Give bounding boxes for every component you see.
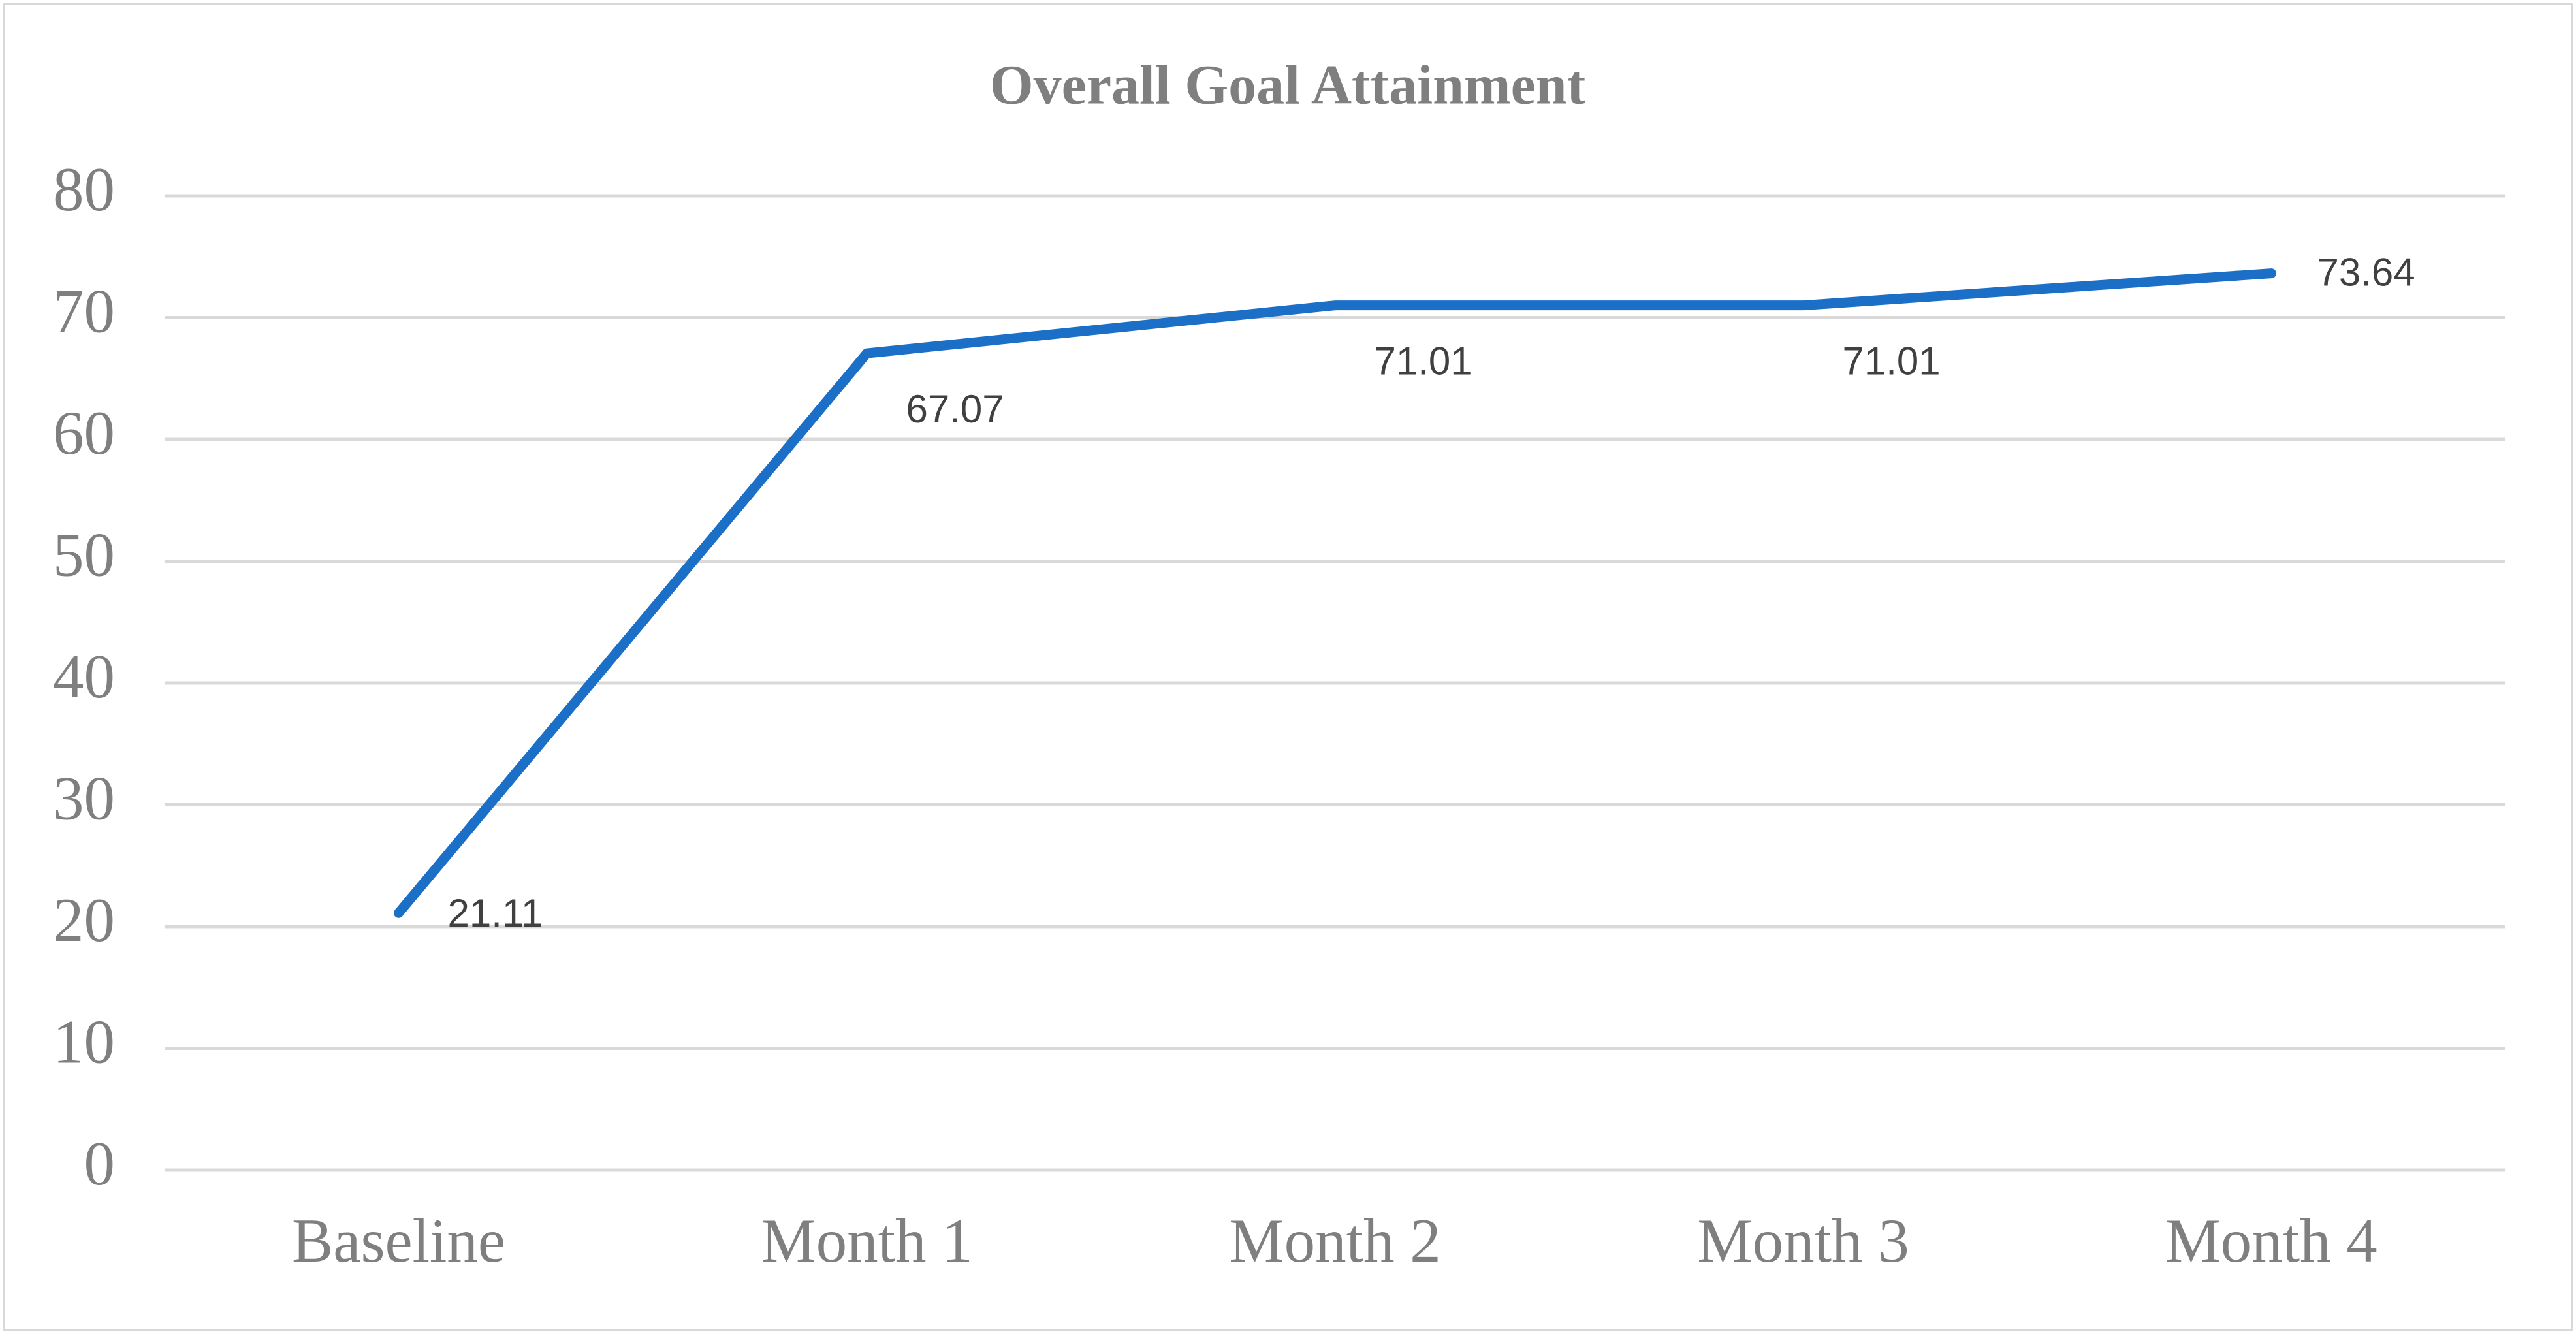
data-label: 71.01 <box>1375 340 1472 383</box>
x-tick-label: Month 1 <box>761 1206 973 1275</box>
y-tick-label: 20 <box>53 885 115 955</box>
y-tick-label: 60 <box>53 398 115 468</box>
x-tick-label: Month 2 <box>1229 1206 1441 1275</box>
y-tick-label: 10 <box>53 1007 115 1076</box>
x-tick-label: Baseline <box>292 1206 505 1275</box>
y-tick-label: 30 <box>53 763 115 833</box>
y-tick-label: 50 <box>53 520 115 589</box>
y-tick-label: 80 <box>53 155 115 224</box>
data-label: 67.07 <box>906 387 1004 431</box>
x-tick-label: Month 3 <box>1697 1206 1909 1275</box>
y-tick-label: 70 <box>53 276 115 345</box>
chart-border <box>3 3 2573 1331</box>
y-tick-label: 40 <box>53 642 115 711</box>
data-line <box>394 268 2276 918</box>
y-tick-label: 0 <box>84 1129 116 1198</box>
data-label: 21.11 <box>448 891 543 935</box>
data-label: 73.64 <box>2317 250 2415 294</box>
x-tick-label: Month 4 <box>2165 1206 2377 1275</box>
chart-title: Overall Goal Attainment <box>990 54 1586 116</box>
data-label: 71.01 <box>1843 340 1941 383</box>
